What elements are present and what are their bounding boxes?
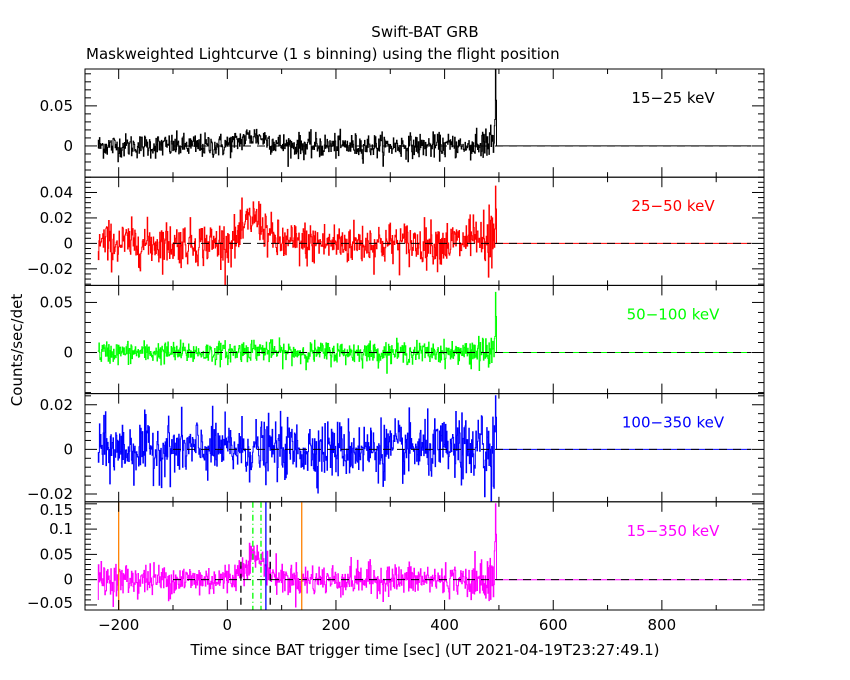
y-tick-label: 0 [63,571,73,589]
y-axis-label: Counts/sec/det [8,294,26,407]
y-tick-label: 0 [63,234,73,252]
panel-frame [84,68,765,178]
x-tick-label: 200 [322,616,351,634]
band-label: 100−350 keV [622,414,725,432]
panel-100-350-kev: −0.02 0 0.02 100−350 keV [27,393,765,503]
band-label: 50−100 keV [627,305,720,323]
y-tick-label: 0 [63,344,73,362]
y-tick-label: −0.02 [27,260,73,278]
panel-15-25-kev: 0 0.05 15−25 keV [40,68,765,178]
y-tick-label: 0.02 [40,396,73,414]
band-label: 15−25 keV [631,89,715,107]
panel-15-350-kev: −0.05 0 0.05 0.10.15 15−350 keV −200 0 200 400 60… [27,501,765,634]
y-tick-label: 0 [63,440,73,458]
y-tick-label: 0.02 [40,209,73,227]
y-tick-label: −0.02 [27,485,73,503]
band-label: 25−50 keV [631,197,715,215]
x-tick-label: 800 [648,616,677,634]
y-tick-label: 0.05 [40,545,73,563]
x-tick-label: 400 [430,616,459,634]
y-tick-label: 0.05 [40,293,73,311]
lightcurve-series [97,503,752,608]
x-tick-label: 0 [223,616,233,634]
band-label: 15−350 keV [627,522,720,540]
panel-frame [84,284,765,395]
x-axis-label: Time since BAT trigger time [sec] (UT 20… [190,641,660,659]
y-tick-label: 0.1 [49,520,73,538]
lightcurve-series [97,395,752,502]
lightcurve-series [97,69,752,167]
y-tick-label: 0.04 [40,183,73,201]
y-tick-label: −0.05 [27,594,73,612]
panel-25-50-kev: −0.02 0 0.02 0.04 25−50 keV [27,176,765,286]
x-tick-label: 600 [539,616,568,634]
lightcurve-series [97,185,752,286]
chart-title: Swift-BAT GRB [371,23,478,41]
chart-subtitle: Maskweighted Lightcurve (1 s binning) us… [86,45,560,63]
y-tick-label: 0 [63,137,73,155]
lightcurve-series [97,291,752,374]
panel-50-100-kev: 0 0.05 50−100 keV [40,284,765,395]
panel-frame [84,501,765,611]
x-tick-label: −200 [98,616,139,634]
y-tick-label: 0.15 [40,501,73,519]
y-tick-label: 0.05 [40,97,73,115]
